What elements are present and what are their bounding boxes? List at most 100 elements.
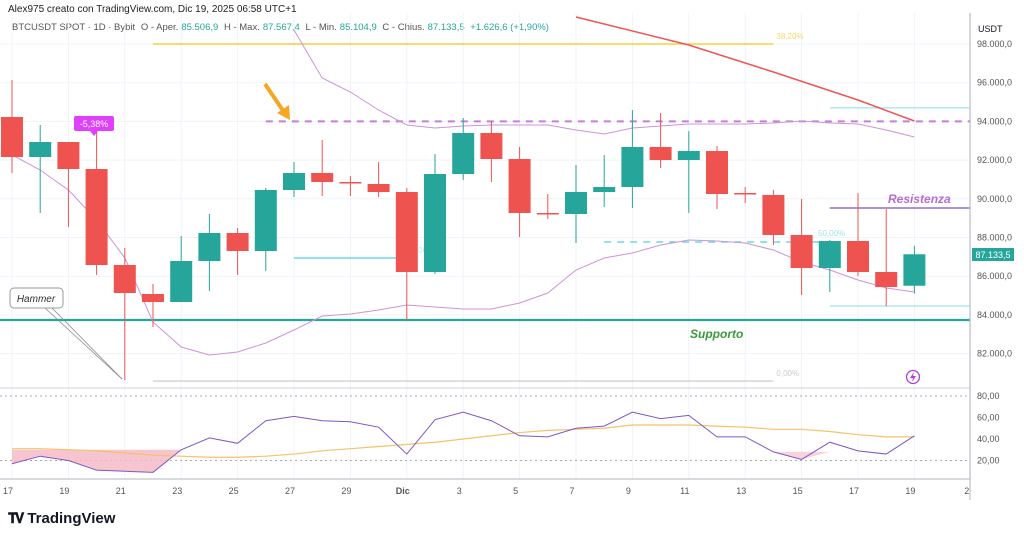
hammer-label: Hammer (17, 294, 56, 305)
candle (480, 120, 503, 183)
candle (621, 110, 644, 209)
candle (57, 142, 80, 227)
candle-body (424, 174, 446, 273)
date-tick-label: 23 (172, 486, 182, 496)
candle (283, 161, 305, 198)
symbol-name[interactable]: BTCUSDT SPOT · 1D · Bybit (12, 22, 136, 33)
date-tick-label: 27 (285, 486, 295, 496)
fib-50-left-label: 50,00% (407, 246, 434, 255)
fib-50-right-label: 50,00% (818, 229, 845, 238)
tradingview-logo-icon: 𝐓𝐕 (8, 510, 24, 526)
fib-0-label: 0,00% (776, 369, 799, 378)
candle (424, 154, 446, 275)
open-label: O - Aper. (140, 22, 179, 33)
date-tick-label: 19 (905, 486, 915, 496)
price-tick-label: 84.000,0 (977, 310, 1012, 320)
candles-layer (1, 79, 926, 380)
date-tick-label: 7 (569, 486, 574, 496)
candle (339, 176, 362, 196)
candle-body (85, 169, 108, 265)
date-tick-label: 17 (3, 486, 13, 496)
date-tick-label: 5 (513, 486, 518, 496)
candle (367, 161, 390, 198)
candle-body (29, 142, 52, 158)
candle (847, 192, 869, 277)
levels-layer: 38,20% 50,00% 50,00% 0,00% Resistenza Support… (0, 32, 970, 382)
candle (142, 283, 164, 328)
hammer-callout[interactable]: Hammer (9, 287, 123, 380)
time-axis[interactable]: 17 19 21 23 25 27 29 Dic 3 5 7 9 11 13 15 17 19 2 (3, 486, 969, 496)
date-tick-label: 19 (59, 486, 69, 496)
candle (452, 117, 475, 180)
candle-body (170, 261, 193, 302)
bollinger-lower-line (11, 154, 915, 356)
candle-body (734, 192, 757, 195)
date-tick-label: 3 (457, 486, 462, 496)
price-tick-label: 96.000,0 (977, 78, 1012, 88)
candle-body (1, 117, 23, 158)
candle-body (395, 192, 418, 273)
candle-body (113, 264, 136, 293)
candle (29, 124, 52, 214)
date-tick-label: 9 (626, 486, 631, 496)
candle (170, 235, 193, 302)
tradingview-logo[interactable]: 𝐓𝐕 TradingView (8, 510, 115, 527)
candle (706, 145, 728, 209)
price-tick-label: 82.000,0 (977, 349, 1012, 359)
candle (818, 240, 841, 293)
candle-body (565, 192, 587, 215)
candle-body (339, 182, 362, 184)
price-tick-label: 90.000,0 (977, 194, 1012, 204)
candle-body (57, 142, 80, 170)
date-tick-label: Dic (396, 486, 410, 496)
candle (875, 208, 898, 306)
close-value: 87.133,5 (427, 22, 465, 33)
price-tick-label: 86.000,0 (977, 271, 1012, 281)
symbol-legend: BTCUSDT SPOT · 1D · Bybit O - Aper. 85.50… (12, 22, 552, 33)
date-tick-label: 11 (680, 486, 689, 496)
candle-body (706, 151, 728, 195)
date-tick-label: 25 (229, 486, 239, 496)
date-tick-label: 29 (341, 486, 351, 496)
candle-body (311, 173, 334, 183)
price-chart[interactable]: 38,20% 50,00% 50,00% 0,00% Resistenza Support… (0, 0, 1024, 505)
candle (734, 186, 757, 203)
price-tick-label: 98.000,0 (977, 39, 1012, 49)
candle-body (762, 195, 785, 236)
rsi-tick-label: 80,00 (977, 391, 1000, 401)
candle-body (536, 213, 559, 215)
candle-body (649, 147, 672, 161)
candle (85, 132, 108, 276)
drop-percent-label: -5,38% (80, 119, 109, 129)
support-label: Supporto (690, 327, 743, 341)
low-label: L - Min. (305, 22, 337, 33)
candle-body (283, 173, 305, 190)
change-value: +1.626,6 (+1,90%) (470, 22, 549, 33)
candle (677, 130, 700, 214)
moving-average-line (575, 16, 915, 122)
candle-body (593, 186, 616, 193)
candle-body (903, 254, 926, 286)
candle-body (452, 133, 475, 175)
date-tick-label: 2 (964, 486, 969, 496)
candle (254, 188, 277, 272)
open-value: 85.506,9 (181, 22, 219, 33)
price-tick-label: 94.000,0 (977, 116, 1012, 126)
price-axis[interactable]: 98.000,0 96.000,0 94.000,0 92.000,0 90.000,0… (977, 39, 1012, 466)
candle (113, 248, 136, 380)
lightning-icon[interactable] (905, 369, 921, 385)
rsi-ma-line (12, 424, 915, 458)
candle (565, 164, 587, 244)
candle (536, 194, 559, 220)
rsi-panel (0, 387, 970, 473)
drop-percent-tag: -5,38% (74, 116, 114, 136)
last-price-tag: 87.133,5 (972, 248, 1014, 261)
rsi-oversold-fill (12, 449, 210, 473)
date-tick-label: 17 (849, 486, 859, 496)
rsi-tick-label: 40,00 (977, 434, 1000, 444)
candle (790, 198, 813, 296)
candle-body (480, 133, 503, 159)
candle-body (367, 183, 390, 193)
svg-text:87.133,5: 87.133,5 (975, 250, 1010, 260)
date-tick-label: 15 (793, 486, 803, 496)
